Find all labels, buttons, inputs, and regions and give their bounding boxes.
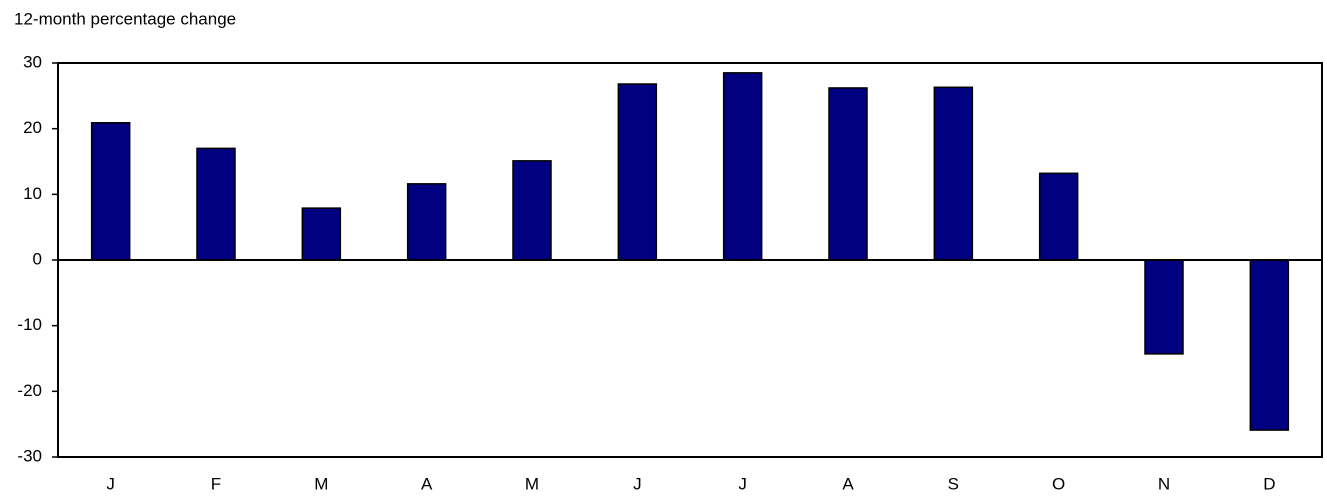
x-tick-label: A xyxy=(421,474,433,493)
x-tick-label: J xyxy=(106,474,115,493)
y-tick-label: -30 xyxy=(17,446,42,465)
bar xyxy=(1144,259,1184,355)
y-tick-label: 20 xyxy=(23,118,42,137)
bar xyxy=(722,72,763,261)
y-tick-label: 10 xyxy=(23,184,42,203)
chart-title: 12-month percentage change xyxy=(14,9,236,28)
bar xyxy=(1249,259,1290,431)
y-tick-label: 0 xyxy=(33,249,42,268)
x-tick-label: M xyxy=(525,474,539,493)
x-tick-label: J xyxy=(633,474,642,493)
x-tick-label: M xyxy=(314,474,328,493)
x-tick-label: N xyxy=(1158,474,1170,493)
x-tick-label: F xyxy=(211,474,221,493)
bar xyxy=(196,147,236,261)
bar xyxy=(406,183,447,261)
x-tick-label: A xyxy=(842,474,854,493)
bar xyxy=(828,87,868,261)
x-tick-label: S xyxy=(948,474,959,493)
y-tick-label: 30 xyxy=(23,52,42,71)
y-tick-label: -10 xyxy=(17,315,42,334)
x-tick-label: D xyxy=(1263,474,1275,493)
x-tick-label: O xyxy=(1052,474,1065,493)
bar xyxy=(617,83,658,261)
bar xyxy=(933,86,974,261)
bar xyxy=(512,160,552,261)
y-tick-label: -20 xyxy=(17,381,42,400)
bar xyxy=(90,122,131,261)
bar xyxy=(301,207,342,261)
x-tick-label: J xyxy=(738,474,747,493)
bar xyxy=(1038,172,1079,261)
